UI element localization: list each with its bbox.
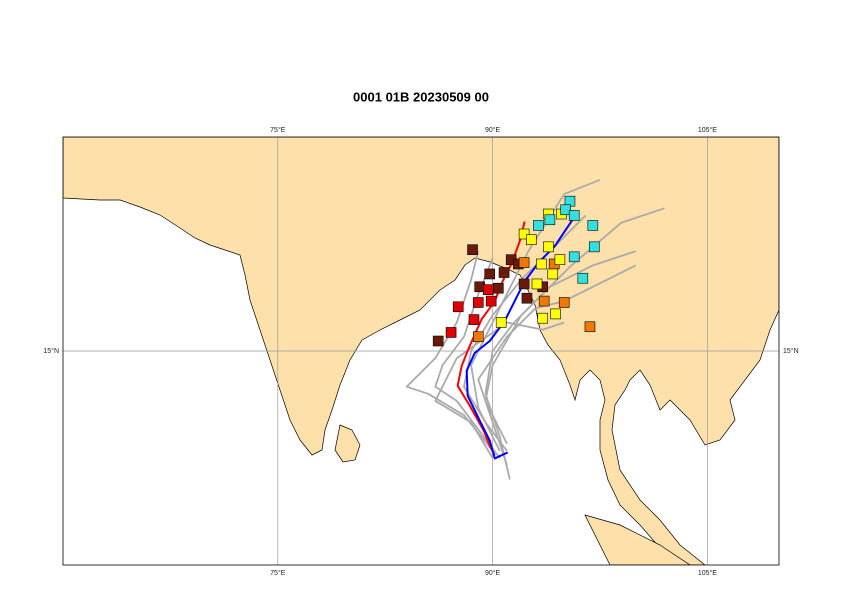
position-marker	[568, 210, 580, 221]
position-marker	[483, 284, 494, 295]
sri-lanka	[334, 424, 361, 463]
position-marker	[588, 241, 600, 253]
position-marker	[535, 258, 547, 270]
ensemble-track	[405, 250, 494, 452]
position-marker	[521, 292, 533, 304]
x-tick-label: 90°E	[485, 569, 501, 577]
ensemble-track	[434, 321, 565, 459]
position-marker	[485, 295, 497, 307]
position-marker	[568, 251, 580, 263]
position-marker	[538, 295, 550, 307]
position-marker	[472, 331, 484, 343]
position-marker	[495, 317, 507, 328]
position-marker	[550, 308, 561, 320]
tracks	[405, 178, 665, 480]
position-marker	[587, 220, 599, 231]
position-marker	[498, 267, 510, 278]
position-marker	[525, 234, 537, 246]
position-marker	[537, 312, 549, 324]
position-marker	[445, 327, 457, 338]
x-tick-label: 75°E	[270, 126, 286, 134]
position-marker	[547, 268, 559, 280]
position-marker	[472, 297, 484, 308]
position-marker	[584, 321, 596, 333]
y-tick-label: 15°N	[43, 347, 59, 355]
ensemble-track	[484, 250, 637, 480]
x-tick-label: 105°E	[698, 126, 717, 134]
ensemble-track	[470, 178, 601, 452]
position-marker	[560, 204, 571, 216]
ensemble-track	[477, 264, 637, 466]
ensemble-track	[484, 207, 665, 445]
y-tick-label: 15°N	[783, 347, 799, 355]
map-area	[63, 137, 779, 565]
land	[63, 137, 779, 565]
position-marker	[518, 228, 530, 240]
position-marker	[484, 268, 496, 280]
position-marker	[518, 257, 530, 268]
position-marker	[558, 297, 570, 308]
sumatra	[584, 514, 691, 565]
x-tick-label: 75°E	[270, 569, 286, 577]
position-marker	[533, 220, 544, 231]
position-marker	[432, 335, 444, 347]
position-marker	[493, 282, 504, 294]
tick-labels: 75°E 75°E 90°E 90°E 105°E 105°E 15°N 15°N	[43, 126, 798, 577]
x-tick-label: 90°E	[485, 126, 501, 134]
position-marker	[531, 278, 543, 290]
position-marker	[467, 244, 478, 256]
chart-title: 0001 01B 20230509 00	[353, 89, 489, 104]
position-marker	[577, 272, 589, 284]
position-marker	[468, 314, 480, 325]
position-marker	[518, 278, 530, 290]
position-marker	[544, 214, 556, 226]
position-marker	[543, 241, 554, 253]
position-marker	[554, 254, 566, 265]
position-marker	[452, 301, 464, 313]
frame	[62, 136, 780, 566]
x-tick-label: 105°E	[698, 569, 717, 577]
